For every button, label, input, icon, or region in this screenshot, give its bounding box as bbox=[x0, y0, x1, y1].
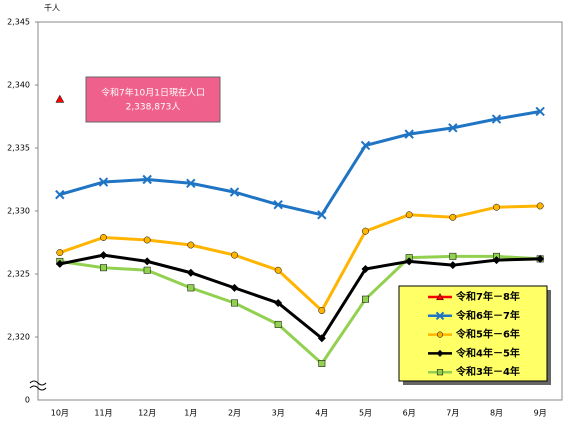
marker bbox=[143, 257, 152, 266]
legend-label: 令和6年－7年 bbox=[455, 309, 520, 322]
x-tick-label: 12月 bbox=[138, 409, 156, 418]
marker bbox=[55, 189, 65, 200]
y-tick-label: 2,320 bbox=[7, 333, 30, 342]
marker bbox=[98, 177, 109, 187]
marker bbox=[142, 174, 152, 185]
x-tick-label: 9月 bbox=[534, 409, 547, 418]
marker bbox=[229, 187, 240, 197]
x-tick-label: 11月 bbox=[94, 409, 112, 418]
marker bbox=[404, 129, 414, 139]
marker bbox=[448, 261, 457, 270]
x-tick-label: 6月 bbox=[403, 409, 416, 418]
y-tick-label: 2,345 bbox=[7, 18, 30, 27]
marker bbox=[436, 369, 444, 376]
marker bbox=[230, 283, 239, 292]
marker bbox=[186, 268, 195, 277]
marker bbox=[231, 299, 238, 307]
marker bbox=[317, 210, 327, 220]
y-tick-label: 2,330 bbox=[7, 207, 30, 216]
marker bbox=[318, 307, 326, 314]
marker bbox=[56, 249, 64, 257]
marker bbox=[273, 199, 283, 210]
annotation-text: 令和7年10月1日現在人口 bbox=[101, 87, 205, 99]
series-line bbox=[59, 204, 541, 313]
annotation-text: 2,338,873人 bbox=[126, 102, 181, 113]
marker bbox=[100, 234, 107, 241]
x-tick-label: 5月 bbox=[359, 409, 372, 418]
marker bbox=[493, 203, 500, 211]
marker bbox=[449, 252, 457, 260]
x-tick-label: 7月 bbox=[446, 409, 459, 418]
axis-break-label: 0 bbox=[25, 396, 30, 405]
x-tick-label: 1月 bbox=[184, 409, 197, 418]
marker bbox=[449, 213, 457, 221]
marker bbox=[405, 211, 413, 219]
x-tick-label: 4月 bbox=[315, 409, 328, 418]
y-tick-label: 2,335 bbox=[7, 144, 30, 153]
marker bbox=[187, 241, 195, 249]
marker bbox=[187, 284, 195, 292]
x-tick-label: 2月 bbox=[228, 409, 241, 418]
marker bbox=[231, 251, 238, 259]
legend-label: 令和7年－8年 bbox=[455, 290, 520, 303]
marker bbox=[492, 256, 501, 265]
series-line bbox=[59, 254, 541, 366]
x-tick-label: 10月 bbox=[51, 409, 69, 418]
marker bbox=[448, 123, 458, 133]
marker bbox=[536, 202, 544, 210]
marker bbox=[435, 311, 445, 321]
marker bbox=[405, 257, 414, 266]
marker bbox=[55, 94, 65, 103]
marker bbox=[274, 298, 283, 307]
legend-label: 令和4年－5年 bbox=[455, 346, 520, 359]
y-tick-label: 2,325 bbox=[7, 270, 30, 279]
marker bbox=[55, 259, 64, 268]
marker bbox=[318, 360, 326, 367]
marker bbox=[99, 251, 108, 260]
marker bbox=[186, 178, 196, 188]
legend-label: 令和3年－4年 bbox=[455, 365, 520, 378]
y-tick-label: 2,340 bbox=[7, 81, 30, 90]
marker bbox=[317, 334, 326, 343]
marker bbox=[100, 264, 107, 272]
marker bbox=[274, 266, 282, 274]
marker bbox=[360, 140, 371, 151]
marker bbox=[536, 254, 545, 263]
legend-box bbox=[398, 285, 548, 382]
x-tick-label: 8月 bbox=[490, 409, 503, 418]
marker bbox=[143, 266, 151, 274]
marker bbox=[436, 331, 444, 338]
marker bbox=[535, 106, 545, 117]
series-line bbox=[59, 109, 541, 217]
unit-label: 千人 bbox=[44, 3, 60, 13]
marker bbox=[361, 264, 370, 273]
annotation-box bbox=[85, 76, 221, 123]
marker bbox=[143, 236, 151, 244]
x-tick-label: 3月 bbox=[272, 409, 285, 418]
legend-label: 令和5年－6年 bbox=[455, 328, 520, 341]
series-line bbox=[59, 253, 541, 341]
marker bbox=[274, 320, 282, 328]
axis-break bbox=[29, 380, 47, 391]
series-layer bbox=[55, 94, 545, 367]
marker bbox=[436, 292, 444, 301]
marker bbox=[436, 349, 444, 357]
marker bbox=[491, 114, 502, 124]
marker bbox=[362, 227, 369, 235]
marker bbox=[362, 295, 369, 303]
